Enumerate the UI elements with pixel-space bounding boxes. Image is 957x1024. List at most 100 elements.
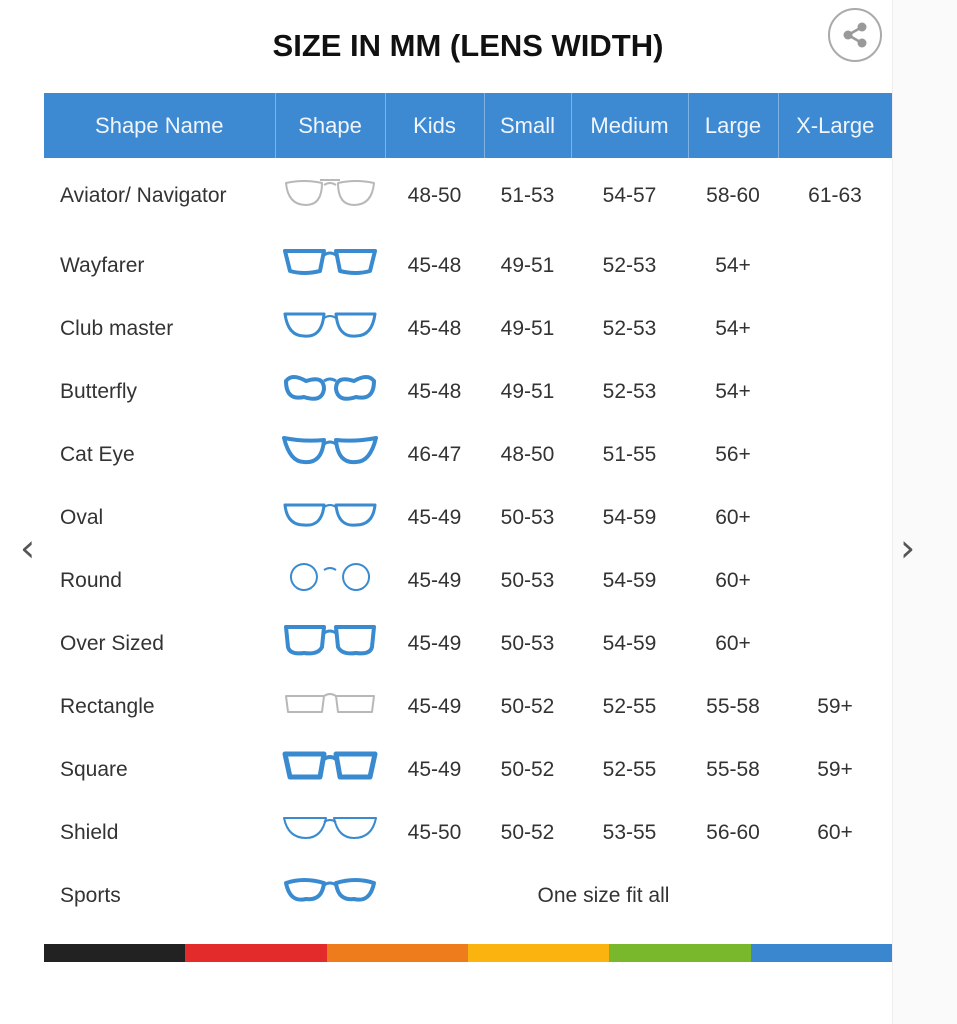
size-value: 45-49: [407, 694, 462, 718]
column-header: X-Large: [778, 93, 892, 158]
side-background: [892, 0, 957, 1024]
size-value: 60+: [817, 820, 853, 844]
size-value: 51-55: [602, 442, 657, 466]
shape-icon-cell: [275, 801, 385, 864]
size-value: [778, 549, 892, 612]
size-value: 50-52: [500, 694, 555, 718]
chevron-right-icon[interactable]: ›: [900, 526, 916, 570]
column-header: Shape: [275, 93, 386, 158]
size-value: [778, 297, 892, 360]
table-row: Shield 45-50 50-52 53-55 56-60 60+: [44, 801, 892, 864]
size-value: 60+: [715, 568, 751, 592]
sports-glasses-icon: [284, 877, 376, 902]
share-icon: [843, 22, 867, 48]
size-value: 50-52: [500, 757, 555, 781]
column-header: Shape Name: [44, 93, 276, 158]
size-value: 56-60: [706, 820, 760, 844]
size-value: 45-49: [407, 505, 462, 529]
color-bar-segment: [44, 944, 186, 962]
oversized-glasses-icon: [284, 624, 376, 655]
table-row: Club master 45-48 49-51 52-53 54+: [44, 297, 892, 360]
size-value: [778, 612, 892, 675]
square-glasses-icon: [282, 751, 378, 779]
shape-icon-cell: [275, 738, 385, 801]
size-value: 58-60: [706, 184, 760, 207]
size-value: [778, 360, 892, 423]
rectangle-glasses-icon: [285, 692, 375, 713]
size-value: 56+: [715, 442, 751, 466]
size-value: 54-59: [602, 631, 657, 655]
table-row: Over Sized 45-49 50-53 54-59 60+: [44, 612, 892, 675]
cateye-glasses-icon: [282, 435, 378, 464]
size-value: 45-48: [407, 379, 462, 403]
size-value: 45-49: [407, 568, 462, 592]
table-row: Aviator/ Navigator 48-50 51-53 54-57 58-60 61…: [44, 158, 892, 234]
size-value: 50-52: [500, 820, 555, 844]
size-value: [778, 486, 892, 549]
shape-icon-cell: [275, 864, 385, 927]
size-value: 52-55: [602, 757, 657, 781]
color-bar-segment: [326, 944, 468, 962]
column-header: Medium: [571, 93, 689, 158]
size-value: 60+: [715, 631, 751, 655]
column-header: Large: [688, 93, 779, 158]
shape-name: Shield: [60, 820, 119, 844]
table-row: Sports One size fit all: [44, 864, 892, 927]
size-value: 61-63: [808, 184, 862, 207]
size-value: 50-53: [500, 505, 555, 529]
shape-name: Oval: [60, 505, 104, 529]
share-button[interactable]: [828, 8, 882, 62]
chevron-left-icon[interactable]: ‹: [20, 526, 36, 570]
shield-glasses-icon: [283, 816, 377, 839]
size-value: 49-51: [500, 379, 555, 403]
color-bar-segment: [185, 944, 327, 962]
size-value: 45-48: [407, 316, 462, 340]
shape-name: Club master: [60, 316, 174, 340]
size-value: 54+: [715, 316, 751, 340]
size-value: 54+: [715, 253, 751, 277]
table-header: Shape Name Shape Kids Small Medium Large X-Lar…: [44, 93, 892, 158]
shape-name: Butterfly: [60, 379, 138, 403]
table-row: Square 45-49 50-52 52-55 55-58 59+: [44, 738, 892, 801]
shape-name: Wayfarer: [60, 253, 145, 277]
shape-name: Aviator/ Navigator: [60, 184, 227, 207]
size-value: 46-47: [407, 442, 462, 466]
size-value: 48-50: [500, 442, 555, 466]
size-value: 55-58: [706, 757, 760, 781]
color-bar-segment: [467, 944, 610, 962]
size-value: 52-53: [602, 253, 657, 277]
color-bar-segment: [609, 944, 751, 962]
shape-name: Cat Eye: [60, 442, 135, 466]
aviator-glasses-icon: [285, 179, 375, 206]
size-value: 50-53: [500, 631, 555, 655]
size-value: 49-51: [500, 316, 555, 340]
table-row: Oval 45-49 50-53 54-59 60+: [44, 486, 892, 549]
size-value: 52-53: [602, 316, 657, 340]
shape-icon-cell: [275, 234, 385, 297]
shape-icon-cell: [275, 158, 385, 234]
page-title: SIZE IN MM (LENS WIDTH): [272, 28, 664, 63]
shape-icon-cell: [275, 423, 385, 486]
table-row: Rectangle 45-49 50-52 52-55 55-58 59+: [44, 675, 892, 738]
shape-name: Over Sized: [60, 631, 164, 655]
size-value: 55-58: [706, 694, 760, 718]
table-row: Wayfarer 45-48 49-51 52-53 54+: [44, 234, 892, 297]
size-value: 60+: [715, 505, 751, 529]
size-value: 59+: [817, 694, 853, 718]
size-value: 54-57: [602, 184, 657, 207]
size-value: [778, 234, 892, 297]
size-value: 59+: [817, 757, 853, 781]
size-value: 52-53: [602, 379, 657, 403]
shape-name: Square: [60, 757, 128, 781]
size-value: 45-49: [407, 757, 462, 781]
size-table: Shape Name Shape Kids Small Medium Large X-Lar…: [44, 93, 892, 927]
size-value: 52-55: [602, 694, 657, 718]
oval-glasses-icon: [283, 503, 377, 527]
table-row: Butterfly 45-48 49-51 52-53 54+: [44, 360, 892, 423]
size-value: 45-48: [407, 253, 462, 277]
size-value: [778, 423, 892, 486]
round-glasses-icon: [289, 562, 371, 591]
merged-size: One size fit all: [537, 883, 670, 907]
shape-icon-cell: [275, 612, 385, 675]
shape-name: Sports: [60, 883, 121, 907]
